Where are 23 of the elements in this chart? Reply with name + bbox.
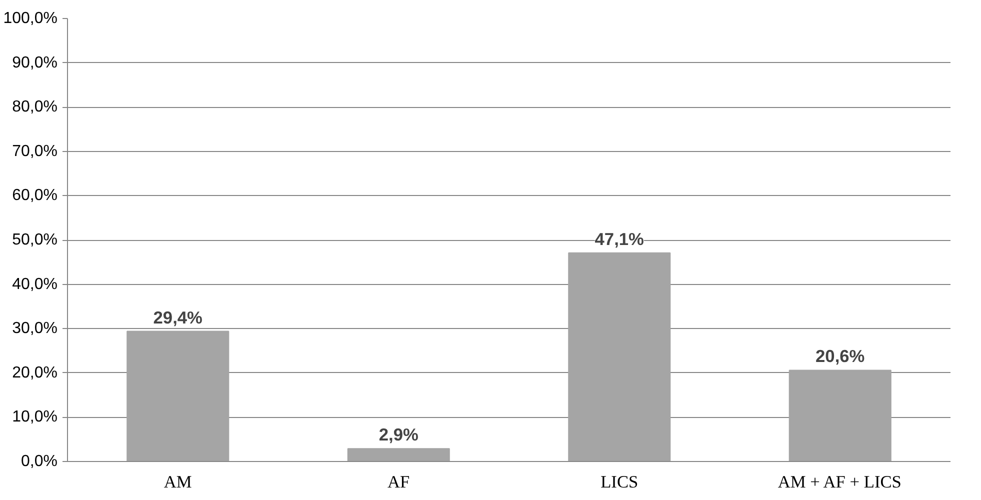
y-tick-label: 90,0% [12, 54, 58, 72]
x-tick-label: LICS [600, 472, 638, 492]
y-tick-label: 30,0% [12, 320, 58, 338]
y-tick-label: 80,0% [12, 98, 58, 116]
y-tick-label: 50,0% [12, 232, 58, 248]
x-tick-label: AF [388, 472, 410, 492]
y-tick-label: 10,0% [12, 408, 58, 426]
bar [126, 330, 230, 462]
data-label: 29,4% [153, 307, 202, 328]
x-tick-label: AM [164, 472, 192, 492]
bar [347, 448, 450, 462]
y-tick-label: 0,0% [21, 453, 58, 470]
bar [568, 252, 671, 462]
y-tick-label: 100,0% [3, 10, 58, 27]
y-tick-label: 20,0% [12, 364, 58, 382]
bar [788, 370, 892, 462]
y-tick-label: 60,0% [12, 187, 58, 204]
data-label: 20,6% [816, 346, 865, 366]
x-tick-label: AM + AF + LICS [778, 472, 902, 492]
y-tick-label: 70,0% [12, 142, 58, 160]
data-label: 2,9% [378, 424, 418, 445]
y-tick-label: 40,0% [12, 276, 58, 293]
data-label: 47,1% [594, 228, 644, 249]
